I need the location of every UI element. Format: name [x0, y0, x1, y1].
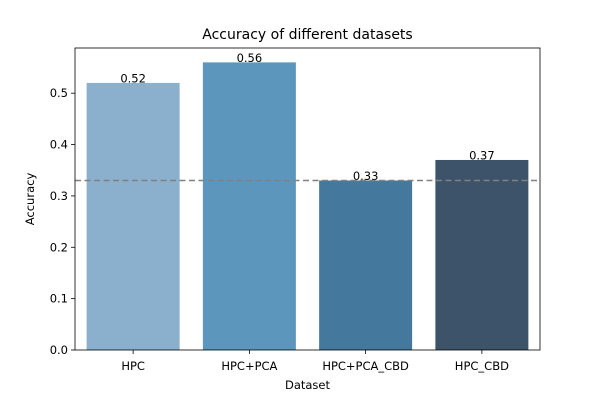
y-tick-label-4: 0.4 — [50, 138, 68, 152]
bar-hpc — [86, 82, 180, 350]
y-tick-label-0: 0.0 — [50, 343, 68, 357]
x-tick-label-hpc-pca-cbd: HPC+PCA_CBD — [322, 359, 409, 373]
y-axis-label: Accuracy — [23, 173, 37, 226]
bar-hpc-cbd — [435, 159, 529, 350]
data-label-hpc: 0.52 — [120, 71, 146, 85]
y-tick-label-1: 0.1 — [50, 292, 68, 306]
x-axis-ticks: HPC HPC+PCA HPC+PCA_CBD HPC_CBD — [121, 350, 509, 373]
bars-group — [86, 62, 529, 350]
plot-frame — [74, 47, 541, 351]
x-axis-label: Dataset — [285, 378, 331, 392]
y-axis-ticks: 0.0 0.1 0.2 0.3 0.4 0.5 — [50, 86, 75, 357]
data-label-hpc-pca-cbd: 0.33 — [353, 169, 379, 183]
bar-hpc-pca — [202, 62, 296, 350]
x-tick-label-hpc-pca: HPC+PCA — [221, 359, 277, 373]
x-tick-label-hpc: HPC — [121, 359, 145, 373]
bar-hpc-pca-cbd — [319, 180, 413, 350]
y-tick-label-5: 0.5 — [50, 86, 68, 100]
data-label-hpc-cbd: 0.37 — [469, 148, 495, 162]
data-label-hpc-pca: 0.56 — [237, 51, 263, 65]
y-tick-label-3: 0.3 — [50, 189, 68, 203]
y-tick-label-2: 0.2 — [50, 240, 68, 254]
data-labels-group: 0.52 0.56 0.33 0.37 — [120, 51, 494, 183]
chart-title: Accuracy of different datasets — [202, 27, 412, 43]
x-tick-label-hpc-cbd: HPC_CBD — [455, 359, 509, 373]
